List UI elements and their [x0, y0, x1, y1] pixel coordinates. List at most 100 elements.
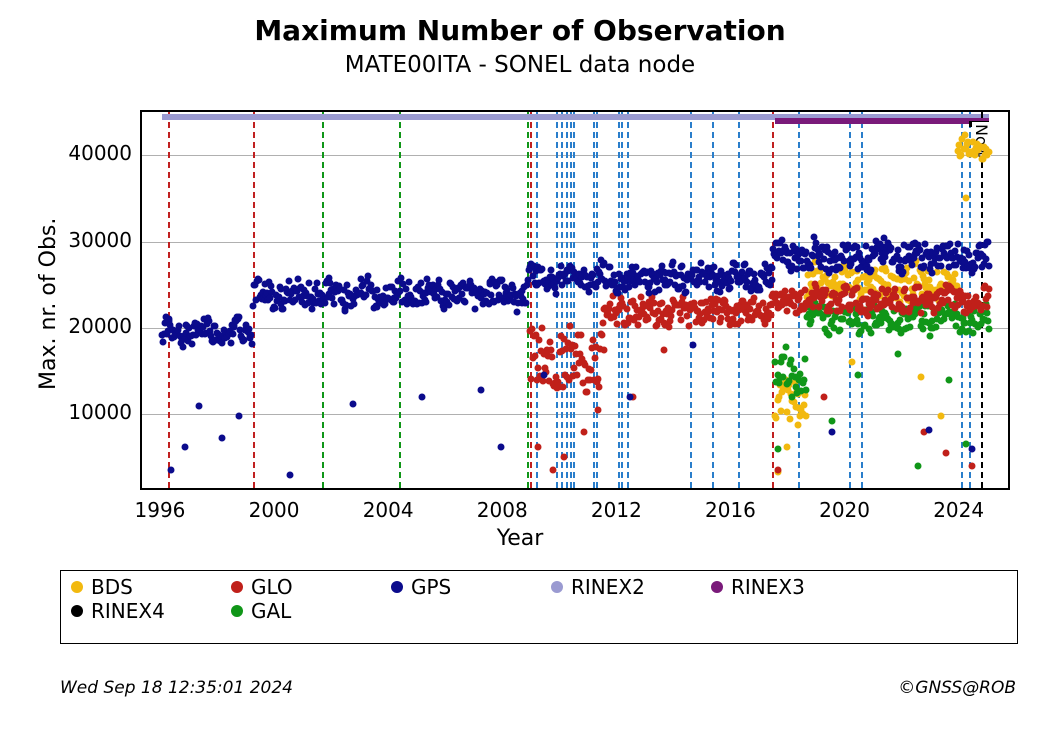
rinex-bar-rinex3 — [775, 118, 989, 124]
point-glo — [600, 347, 607, 354]
point-glo — [589, 336, 596, 343]
chart-subtitle: MATE00ITA - SONEL data node — [0, 52, 1040, 78]
point-gps — [984, 239, 991, 246]
point-gps — [350, 400, 357, 407]
point-glo — [571, 343, 578, 350]
point-gps — [769, 264, 776, 271]
point-gps — [179, 343, 186, 350]
y-tick-label: 30000 — [52, 228, 132, 252]
point-bds — [937, 413, 944, 420]
point-gps — [717, 289, 724, 296]
point-gps — [553, 291, 560, 298]
point-glo — [902, 285, 909, 292]
point-gps — [459, 291, 466, 298]
point-glo — [614, 320, 621, 327]
point-bds — [985, 148, 992, 155]
y-tick-label: 20000 — [52, 314, 132, 338]
point-glo — [820, 394, 827, 401]
point-gps — [235, 413, 242, 420]
point-glo — [591, 355, 598, 362]
legend-label: GAL — [251, 599, 291, 623]
point-glo — [827, 307, 834, 314]
y-tick-label: 10000 — [52, 400, 132, 424]
point-gps — [189, 340, 196, 347]
point-gal — [790, 366, 797, 373]
point-gps — [365, 273, 372, 280]
point-gps — [478, 387, 485, 394]
point-gps — [250, 303, 257, 310]
point-glo — [559, 384, 566, 391]
point-bds — [963, 195, 970, 202]
point-gps — [908, 261, 915, 268]
point-gps — [727, 284, 734, 291]
legend-item-rinex2: RINEX2 — [551, 575, 711, 599]
point-gps — [295, 275, 302, 282]
footer-timestamp: Wed Sep 18 12:35:01 2024 — [60, 678, 293, 698]
event-vline — [566, 112, 568, 488]
point-gal — [920, 325, 927, 332]
point-bds — [951, 271, 958, 278]
point-gps — [921, 241, 928, 248]
point-gps — [539, 265, 546, 272]
x-axis-label: Year — [0, 526, 1040, 551]
point-glo — [561, 454, 568, 461]
point-glo — [865, 312, 872, 319]
point-gps — [350, 300, 357, 307]
point-gps — [418, 394, 425, 401]
point-gps — [308, 306, 315, 313]
point-gps — [229, 330, 236, 337]
point-gps — [983, 255, 990, 262]
point-glo — [985, 293, 992, 300]
point-glo — [531, 353, 538, 360]
point-glo — [892, 285, 899, 292]
x-tick-label: 2020 — [819, 498, 870, 522]
point-glo — [599, 319, 606, 326]
point-gal — [932, 323, 939, 330]
point-gps — [248, 332, 255, 339]
point-gps — [778, 236, 785, 243]
point-gps — [606, 264, 613, 271]
point-gps — [868, 266, 875, 273]
point-gal — [800, 377, 807, 384]
point-glo — [916, 283, 923, 290]
legend-marker — [711, 581, 723, 593]
point-gps — [683, 288, 690, 295]
point-gal — [985, 318, 992, 325]
point-glo — [854, 285, 861, 292]
point-glo — [635, 321, 642, 328]
point-gal — [907, 324, 914, 331]
point-gps — [655, 287, 662, 294]
point-gps — [768, 277, 775, 284]
point-glo — [598, 332, 605, 339]
x-tick-label: 2024 — [933, 498, 984, 522]
legend-label: BDS — [91, 575, 133, 599]
event-vline — [536, 112, 538, 488]
point-gps — [218, 435, 225, 442]
point-gps — [733, 261, 740, 268]
point-gal — [854, 372, 861, 379]
event-vline — [556, 112, 558, 488]
point-glo — [595, 406, 602, 413]
point-gps — [689, 342, 696, 349]
point-glo — [548, 353, 555, 360]
point-gps — [937, 263, 944, 270]
point-gps — [498, 444, 505, 451]
point-gps — [669, 259, 676, 266]
point-glo — [573, 372, 580, 379]
point-glo — [538, 325, 545, 332]
point-gps — [586, 288, 593, 295]
point-gps — [929, 269, 936, 276]
point-bds — [961, 131, 968, 138]
point-glo — [594, 375, 601, 382]
point-glo — [583, 388, 590, 395]
point-gps — [547, 266, 554, 273]
point-gps — [314, 280, 321, 287]
point-gps — [829, 428, 836, 435]
footer-credit: ©GNSS@ROB — [898, 678, 1016, 698]
point-gps — [954, 241, 961, 248]
point-gps — [236, 314, 243, 321]
point-gps — [513, 308, 520, 315]
point-gps — [305, 280, 312, 287]
point-glo — [775, 467, 782, 474]
point-gal — [789, 394, 796, 401]
